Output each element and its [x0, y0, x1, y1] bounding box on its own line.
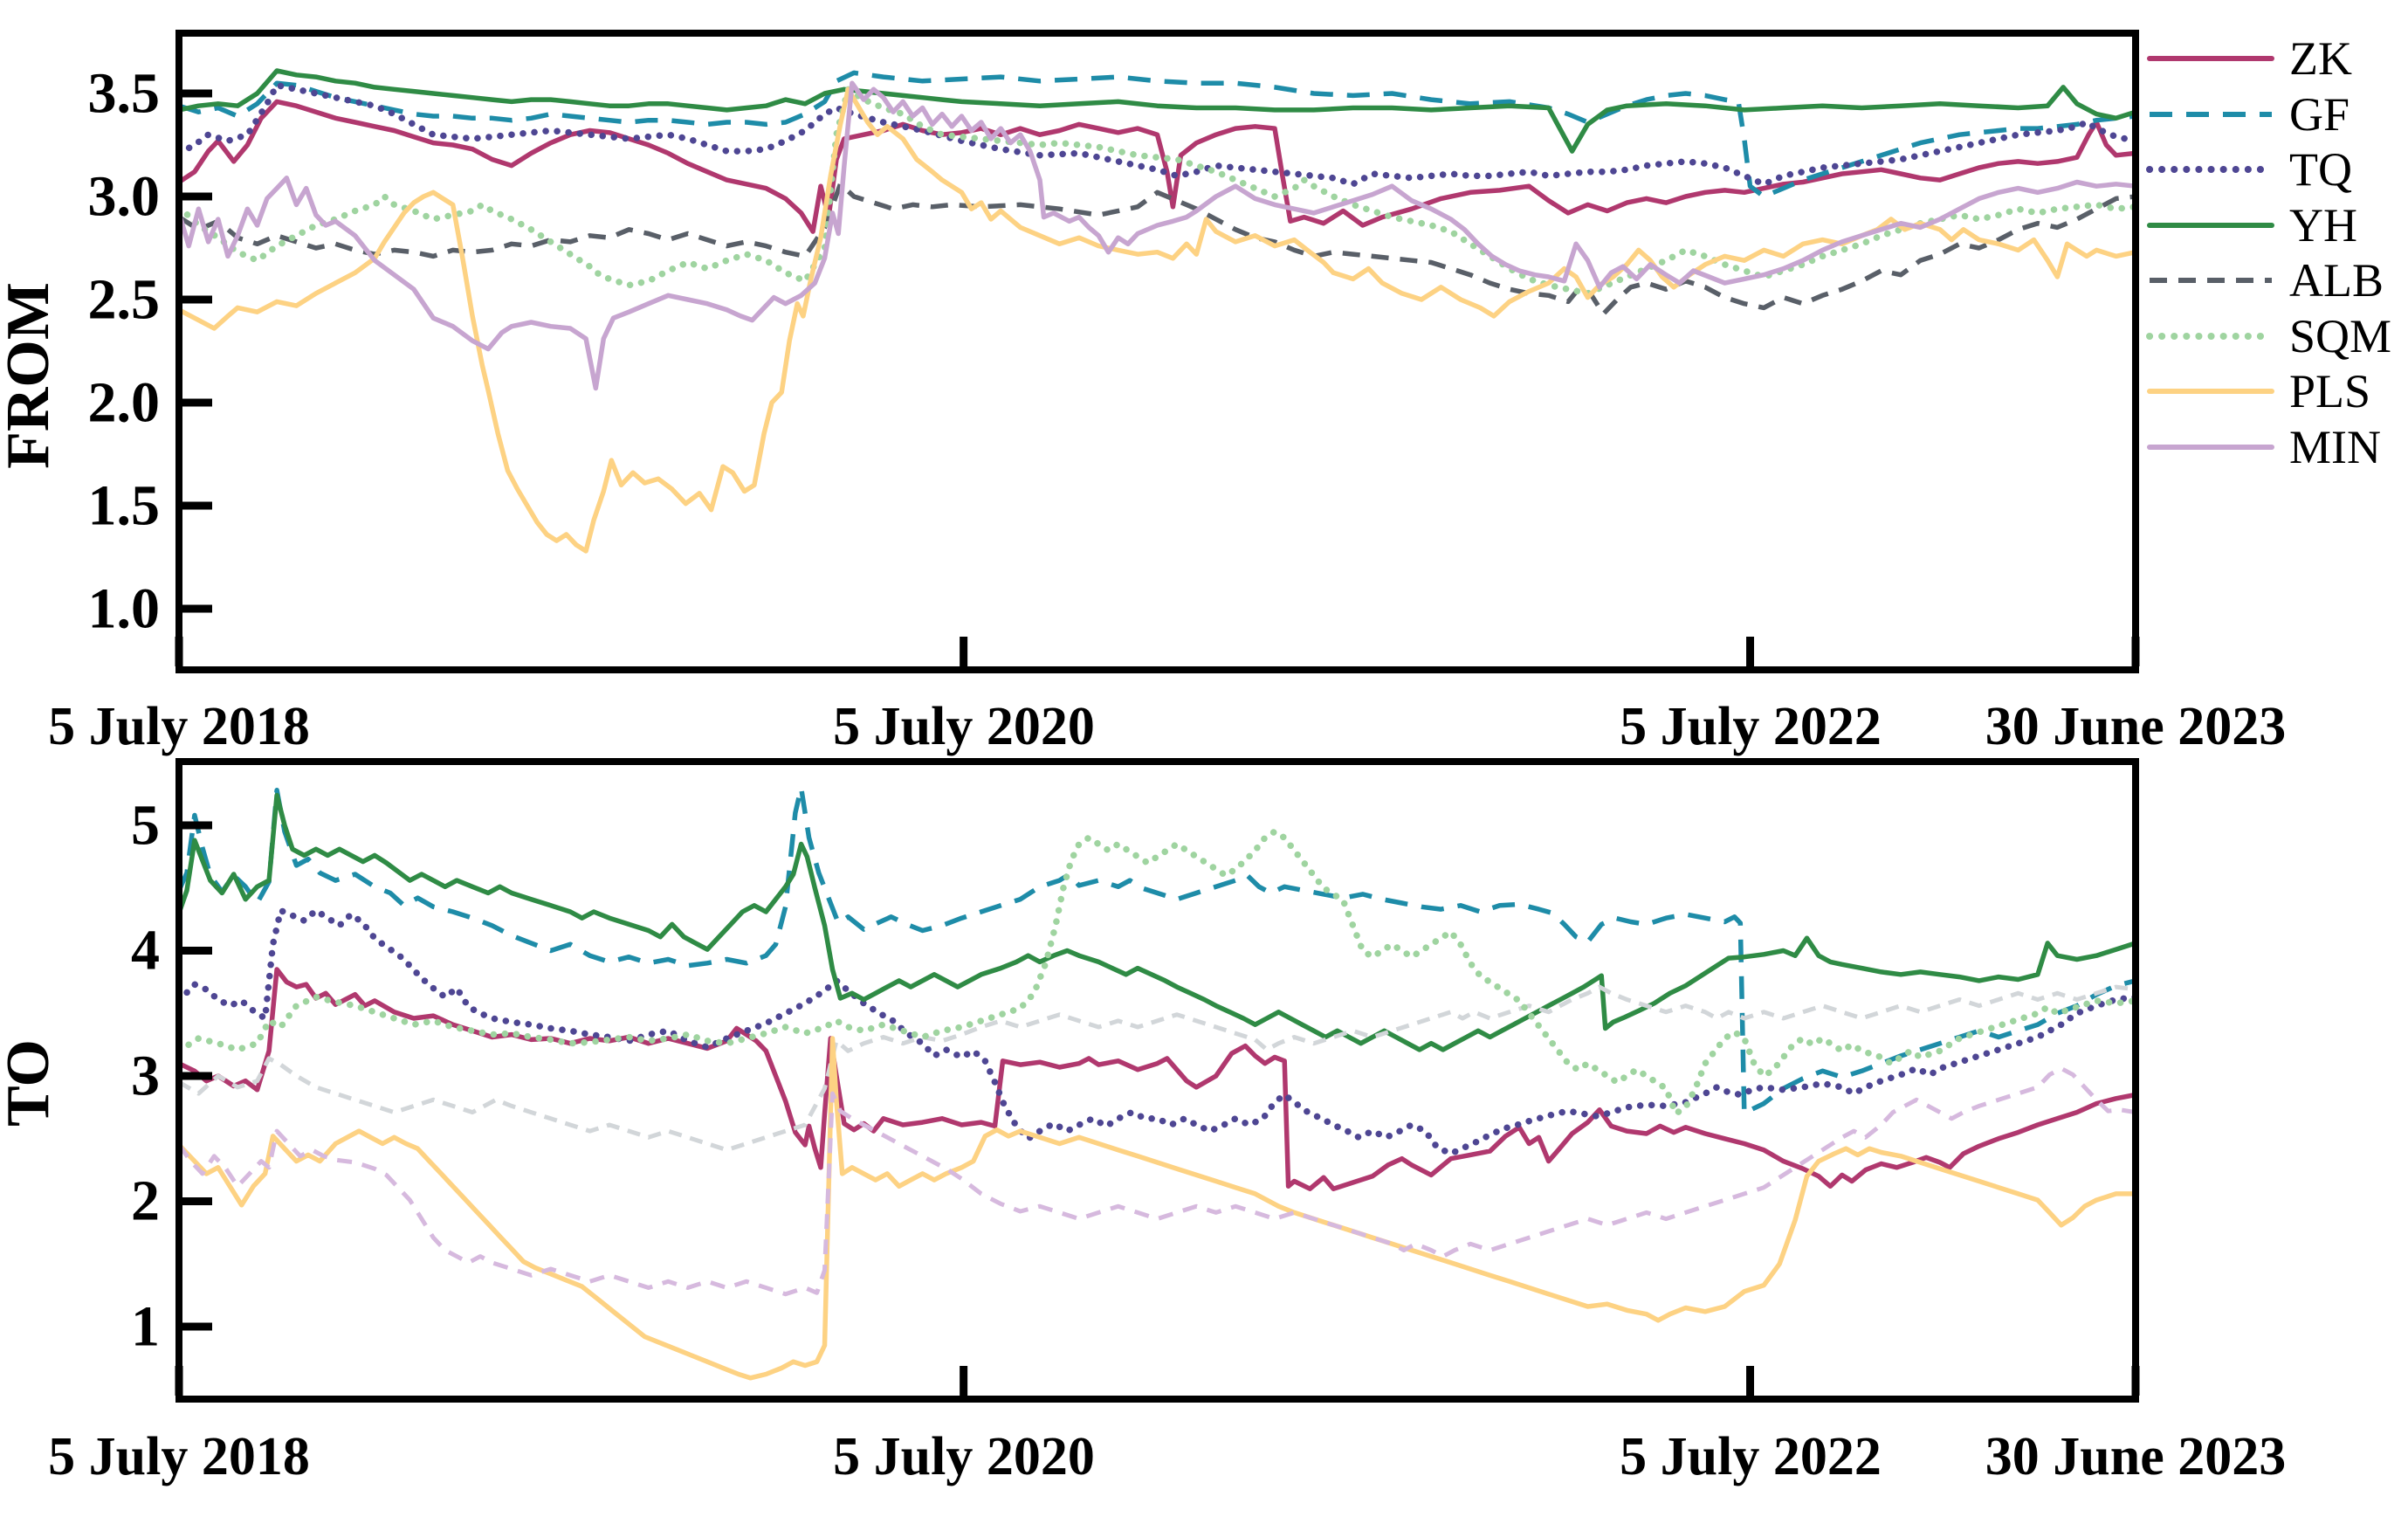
x-tick-label: 5 July 2020 [833, 697, 1095, 756]
series-line-ZK [176, 99, 2138, 234]
series-line-ZK [176, 967, 2138, 1191]
y-tick-label: 3 [131, 1045, 160, 1108]
y-tick-label: 3.5 [88, 62, 161, 126]
series-line-YH [176, 792, 2138, 1052]
series-line-TQ [175, 907, 2139, 1157]
y-tick-label: 1 [131, 1295, 160, 1359]
legend-label: YH [2289, 199, 2357, 252]
series-line-SQM [175, 828, 2139, 1117]
legend-label: MIN [2289, 421, 2381, 473]
x-tick-label: 5 July 2022 [1620, 697, 1882, 756]
legend-label: GF [2289, 88, 2350, 141]
x-tick-label: 5 July 2018 [48, 1427, 310, 1486]
x-tick-label: 30 June 2023 [1985, 697, 2286, 756]
legend-label: ALB [2289, 254, 2384, 307]
x-tick-label: 5 July 2022 [1620, 1427, 1882, 1486]
y-tick-label: 3.0 [88, 165, 161, 229]
series-line-PLS [176, 86, 2138, 554]
top-panel-frame [175, 30, 2139, 673]
y-tick-label: 2 [131, 1169, 160, 1233]
y-tick-label: 4 [131, 919, 160, 983]
y-tick-label: 1.0 [88, 577, 161, 641]
y-tick-label: 5 [131, 794, 160, 858]
series-line-TQ [175, 81, 2139, 188]
legend-label: SQM [2289, 310, 2391, 362]
series-line-ALB [177, 984, 2136, 1153]
bottom-panel-series [175, 785, 2139, 1381]
y-tick-label: 2.5 [88, 268, 161, 332]
x-tick-label: 5 July 2018 [48, 697, 310, 756]
series-line-PLS [176, 1036, 2138, 1381]
series-line-GF [176, 785, 2136, 1116]
x-tick-label: 30 June 2023 [1985, 1427, 2286, 1486]
series-line-YH [176, 68, 2138, 154]
x-tick-label: 5 July 2020 [833, 1427, 1095, 1486]
top-panel-ylabel: FROM [0, 282, 62, 469]
series-line-ALB [177, 182, 2136, 317]
series-line-SQM [175, 86, 2139, 297]
series-line-MIN [176, 80, 2138, 391]
y-tick-label: 2.0 [88, 371, 161, 435]
bottom-panel-ylabel: TO [0, 1039, 62, 1127]
bottom-panel-frame [175, 758, 2139, 1403]
legend: ZK GF TQ YH ALB SQM PLS MIN [2146, 32, 2391, 473]
legend-label: TQ [2289, 143, 2352, 196]
top-panel-series [175, 68, 2139, 554]
legend-label: ZK [2289, 32, 2352, 85]
legend-label: PLS [2289, 365, 2370, 417]
y-tick-label: 1.5 [88, 474, 161, 538]
series-line-MIN [176, 1065, 2136, 1297]
